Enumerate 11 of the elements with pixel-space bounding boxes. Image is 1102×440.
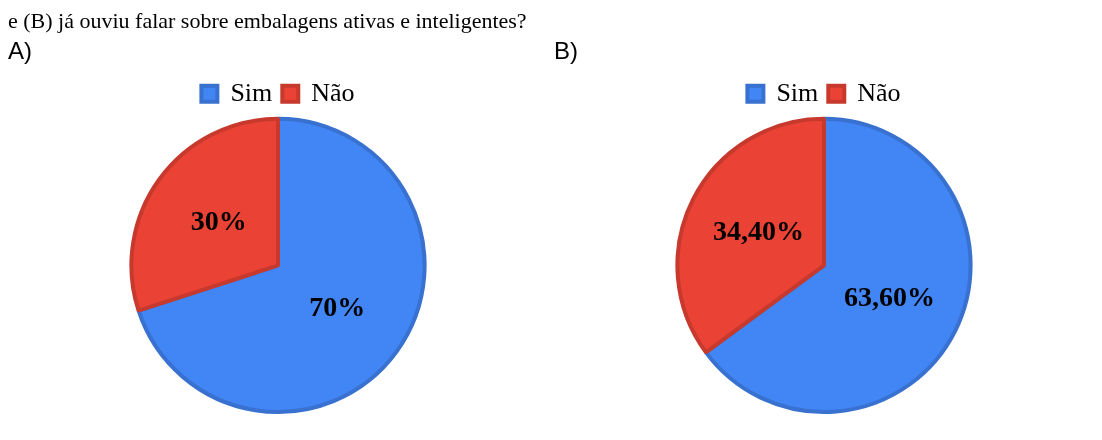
data-label: 34,40% bbox=[713, 214, 805, 246]
data-label: 70% bbox=[309, 290, 366, 322]
legend-label: Sim bbox=[776, 77, 819, 107]
chart-title: A) bbox=[8, 37, 32, 65]
chart-title: B) bbox=[554, 37, 578, 65]
data-label: 30% bbox=[190, 204, 247, 236]
legend-label: Não bbox=[311, 77, 355, 107]
legend-label: Sim bbox=[230, 77, 273, 107]
data-label: 63,60% bbox=[843, 280, 935, 312]
text: e (B) já ouviu falar sobre embalagens ativas e inteligentes? bbox=[8, 8, 528, 34]
legend-label: Não bbox=[857, 77, 901, 107]
